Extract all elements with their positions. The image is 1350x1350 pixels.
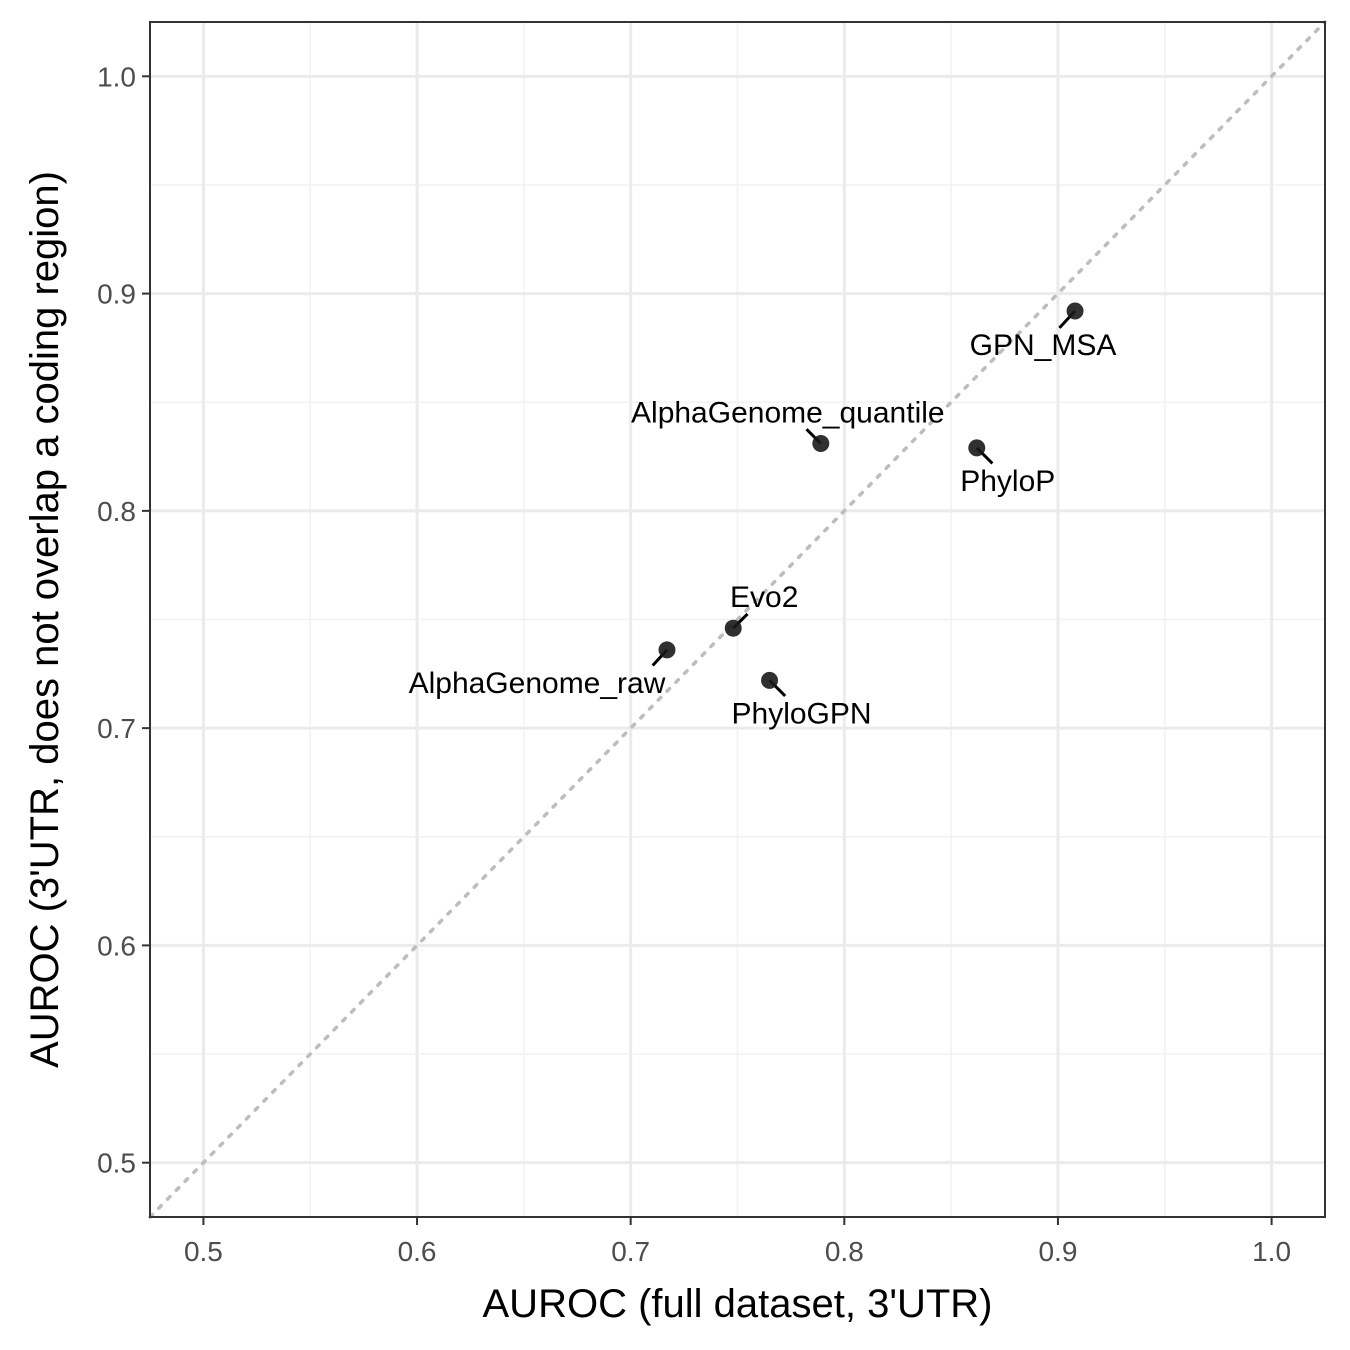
data-points: GPN_MSA AlphaGenome_quantile PhyloP Evo2 Alp… bbox=[409, 302, 1117, 730]
x-tick-label: 0.8 bbox=[825, 1236, 864, 1267]
y-axis-title: AUROC (3'UTR, does not overlap a coding … bbox=[23, 171, 67, 1068]
x-tick-label: 0.9 bbox=[1038, 1236, 1077, 1267]
y-tick-label: 0.6 bbox=[97, 930, 136, 961]
data-point bbox=[658, 641, 676, 659]
point-label: AlphaGenome_quantile bbox=[631, 397, 945, 430]
point-label: GPN_MSA bbox=[970, 329, 1117, 362]
x-tick-label: 0.6 bbox=[398, 1236, 437, 1267]
data-point bbox=[1066, 302, 1084, 320]
panel-border bbox=[149, 21, 1326, 1218]
major-gridlines bbox=[150, 22, 1325, 1217]
point-label: AlphaGenome_raw bbox=[409, 667, 666, 700]
point-label: PhyloGPN bbox=[732, 697, 872, 730]
data-point bbox=[761, 671, 779, 689]
y-tick-label: 0.7 bbox=[97, 713, 136, 744]
y-tick-label: 1.0 bbox=[97, 61, 136, 92]
data-point bbox=[968, 439, 986, 457]
y-tick-label: 0.8 bbox=[97, 496, 136, 527]
x-axis-title: AUROC (full dataset, 3'UTR) bbox=[483, 1282, 993, 1326]
point-label: Evo2 bbox=[730, 581, 798, 614]
data-point bbox=[724, 619, 742, 637]
y-axis-ticks: 0.5 0.6 0.7 0.8 0.9 1.0 bbox=[97, 61, 150, 1179]
y-tick-label: 0.9 bbox=[97, 279, 136, 310]
identity-reference-line bbox=[148, 20, 1327, 1219]
data-point bbox=[812, 435, 830, 453]
point-label: PhyloP bbox=[960, 465, 1055, 498]
x-tick-label: 1.0 bbox=[1252, 1236, 1291, 1267]
y-tick-label: 0.5 bbox=[97, 1148, 136, 1179]
x-tick-label: 0.5 bbox=[184, 1236, 223, 1267]
x-axis-ticks: 0.5 0.6 0.7 0.8 0.9 1.0 bbox=[184, 1217, 1291, 1267]
x-tick-label: 0.7 bbox=[611, 1236, 650, 1267]
